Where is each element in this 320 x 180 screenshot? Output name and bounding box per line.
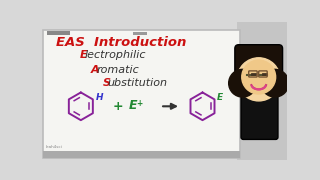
Text: E: E: [129, 99, 138, 112]
Text: EAS  Introduction: EAS Introduction: [56, 36, 187, 49]
Text: +: +: [136, 99, 142, 108]
Bar: [237, 22, 287, 160]
Text: E: E: [79, 50, 87, 60]
Text: ubstitution: ubstitution: [108, 78, 168, 88]
Text: leah4sci: leah4sci: [45, 145, 62, 149]
Text: H: H: [96, 93, 104, 102]
Circle shape: [229, 69, 256, 97]
Text: A: A: [91, 65, 100, 75]
Text: lectrophilic: lectrophilic: [85, 50, 146, 60]
Bar: [47, 31, 70, 35]
Circle shape: [237, 58, 280, 101]
Bar: [43, 30, 240, 158]
FancyBboxPatch shape: [235, 45, 283, 91]
Text: +: +: [113, 100, 123, 113]
Text: E: E: [217, 93, 223, 102]
Circle shape: [261, 69, 289, 97]
Text: romatic: romatic: [96, 65, 139, 75]
FancyBboxPatch shape: [241, 81, 278, 139]
Bar: [43, 151, 240, 158]
Circle shape: [242, 60, 276, 94]
Text: S: S: [102, 78, 110, 88]
Bar: [133, 32, 147, 35]
